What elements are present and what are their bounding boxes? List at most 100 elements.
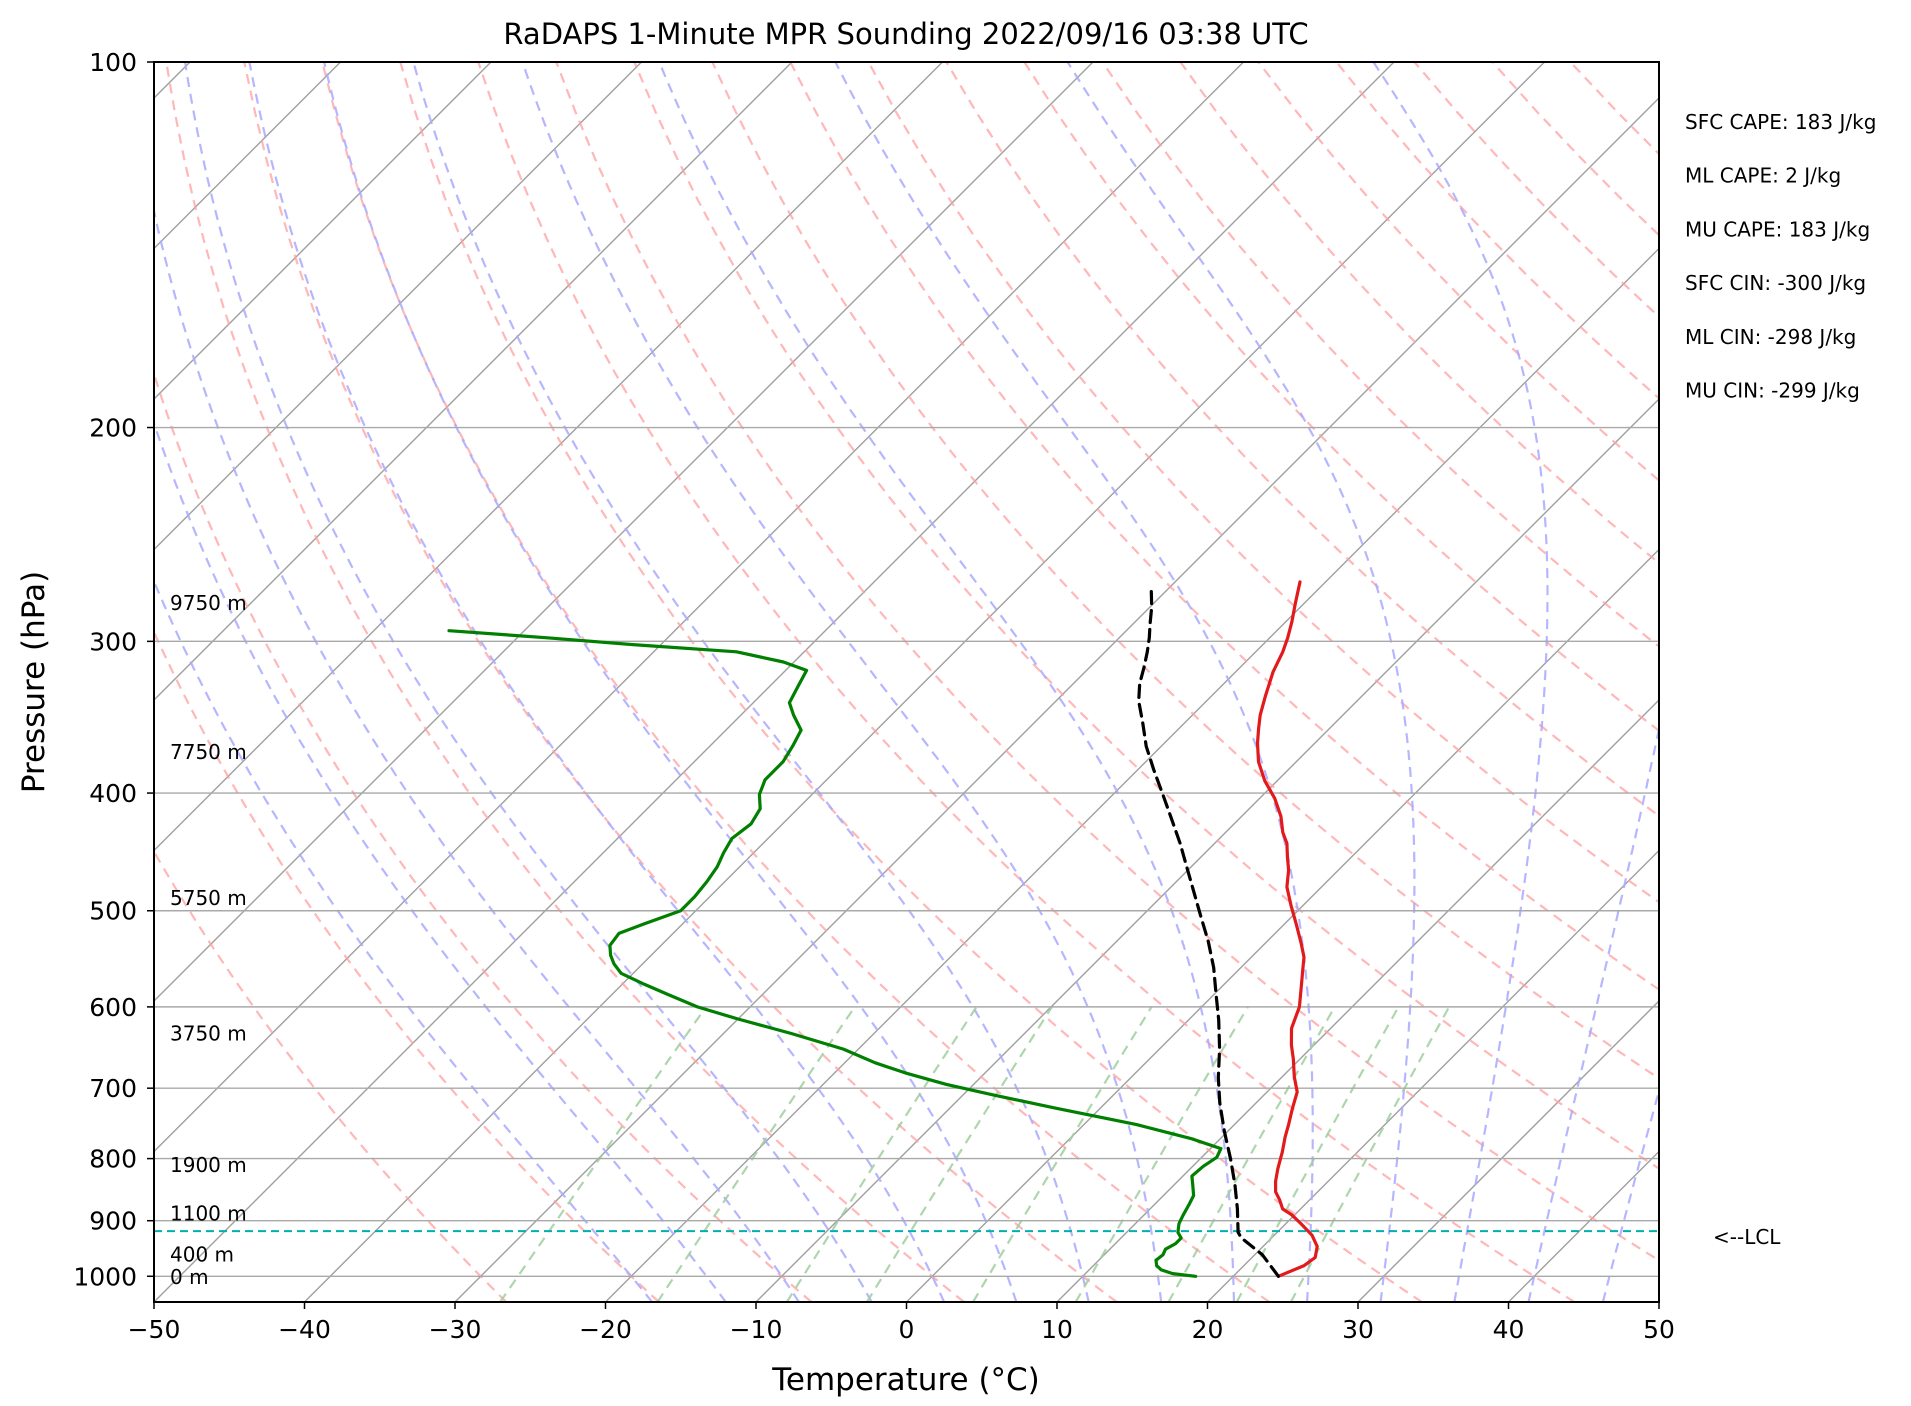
dry-adiabat [154, 370, 813, 1302]
dry-adiabat [1491, 62, 1659, 237]
isotherm [154, 62, 1244, 1153]
mixing-ratio-line [656, 1006, 856, 1302]
moist-adiabat [323, 62, 1018, 1302]
isotherm [906, 548, 1659, 1302]
isotherm [154, 62, 1094, 1002]
y-axis-label: Pressure (hPa) [16, 571, 52, 793]
dry-adiabat [1101, 62, 1659, 648]
moist-adiabat [1601, 1086, 1659, 1302]
x-ticks: −50 −40 −30 −20 −10 0 10 20 30 40 50 [128, 1302, 1675, 1344]
height-label: 400 m [170, 1243, 234, 1267]
dry-adiabat [633, 62, 1659, 1170]
dry-adiabat [1257, 62, 1659, 482]
isotherm [304, 62, 1545, 1302]
mixing-ratio-line [865, 1006, 1053, 1302]
dry-adiabat [711, 62, 1659, 1080]
y-tick-label: 800 [89, 1145, 137, 1174]
lcl-group: <--LCL [154, 1225, 1781, 1249]
isotherm [1207, 849, 1659, 1302]
dry-adiabat [321, 62, 1271, 1302]
isotherm [1810, 62, 1911, 1302]
moist-adiabat [1372, 62, 1549, 1302]
x-tick-label: 10 [1041, 1315, 1073, 1344]
series-dewpoint-line [447, 629, 1223, 1278]
x-tick-label: −40 [278, 1315, 331, 1344]
height-label: 1900 m [170, 1153, 247, 1177]
mixing-ratio-line [785, 1006, 978, 1302]
dry-adiabat [945, 62, 1659, 818]
isotherm [454, 97, 1659, 1302]
isotherm [154, 62, 943, 852]
x-tick-label: 0 [899, 1315, 915, 1344]
isotherm [605, 247, 1659, 1302]
height-label: 3750 m [170, 1021, 247, 1045]
cape-cin-annotation: ML CAPE: 2 J/kg [1685, 164, 1841, 188]
isotherm [154, 62, 1395, 1302]
x-tick-label: −30 [429, 1315, 482, 1344]
isotherm [1056, 699, 1659, 1302]
height-label: 9750 m [170, 591, 247, 615]
moist-adiabat [154, 206, 800, 1302]
moist-adiabat [834, 62, 1314, 1302]
cape-cin-annotation: MU CAPE: 183 J/kg [1685, 217, 1870, 241]
lcl-label: <--LCL [1713, 1225, 1781, 1249]
moist-adiabat [154, 419, 727, 1302]
moist-adiabat [154, 578, 653, 1302]
x-tick-label: 20 [1192, 1315, 1224, 1344]
moist-adiabat [658, 62, 1236, 1302]
dry-adiabat [165, 62, 965, 1302]
y-tick-label: 900 [89, 1207, 137, 1236]
height-label: 0 m [170, 1265, 209, 1289]
moist-adiabat [248, 62, 946, 1302]
cape-cin-annotation: SFC CIN: -300 J/kg [1685, 271, 1866, 295]
x-tick-label: 40 [1493, 1315, 1525, 1344]
isotherm [154, 62, 642, 551]
mixing-ratio-line [972, 1006, 1153, 1302]
series-lines [447, 580, 1319, 1278]
reference-lines [154, 62, 1911, 1302]
y-tick-label: 700 [89, 1074, 137, 1103]
x-tick-label: −50 [128, 1315, 181, 1344]
mixing-ratio-line [1289, 1006, 1451, 1302]
dry-adiabat [154, 629, 660, 1302]
dry-adiabat [243, 62, 1118, 1302]
dry-adiabat [789, 62, 1659, 991]
cape-cin-annotation: SFC CAPE: 183 J/kg [1685, 110, 1876, 134]
y-tick-label: 200 [89, 414, 137, 443]
y-ticks: 100 200 300 400 500 600 700 800 900 1000 [73, 48, 154, 1291]
x-axis-label: Temperature (°C) [771, 1362, 1040, 1398]
pressure-gridlines [154, 61, 1659, 1277]
x-tick-label: −10 [730, 1315, 783, 1344]
dry-adiabat [154, 849, 508, 1302]
dry-adiabat [1413, 62, 1659, 319]
isotherm [1658, 1301, 1659, 1302]
x-tick-label: 30 [1342, 1315, 1374, 1344]
series-parcel-line [1137, 586, 1280, 1278]
height-label: 7750 m [170, 740, 247, 764]
mixing-ratio-line [1074, 1006, 1249, 1302]
height-labels: 9750 m 7750 m 5750 m 3750 m 1900 m 1100 m 400 … [170, 591, 247, 1289]
mixing-ratio-line [1235, 1006, 1400, 1302]
y-tick-label: 400 [89, 779, 137, 808]
moist-adiabat [1066, 62, 1416, 1302]
moist-adiabat [521, 62, 1163, 1302]
height-label: 5750 m [170, 886, 247, 910]
isotherm [154, 62, 492, 400]
series-temperature-line [1255, 580, 1319, 1278]
mixing-ratio-line [1167, 1006, 1336, 1302]
y-tick-label: 300 [89, 627, 137, 656]
isotherm [1357, 1000, 1659, 1302]
y-tick-label: 1000 [73, 1262, 137, 1291]
cape-cin-annotation: ML CIN: -298 J/kg [1685, 325, 1856, 349]
height-label: 1100 m [170, 1202, 247, 1226]
chart-title: RaDAPS 1-Minute MPR Sounding 2022/09/16 … [503, 17, 1308, 51]
dry-adiabat [477, 62, 1576, 1302]
cape-cin-annotations: SFC CAPE: 183 J/kg ML CAPE: 2 J/kg MU CAPE… [1685, 110, 1876, 403]
cape-cin-annotation: MU CIN: -299 J/kg [1685, 379, 1860, 403]
dry-adiabat [1335, 62, 1659, 400]
moist-adiabat [412, 62, 1090, 1302]
isotherm [1508, 1150, 1659, 1302]
isotherm [154, 62, 793, 701]
dry-adiabat [1023, 62, 1659, 733]
